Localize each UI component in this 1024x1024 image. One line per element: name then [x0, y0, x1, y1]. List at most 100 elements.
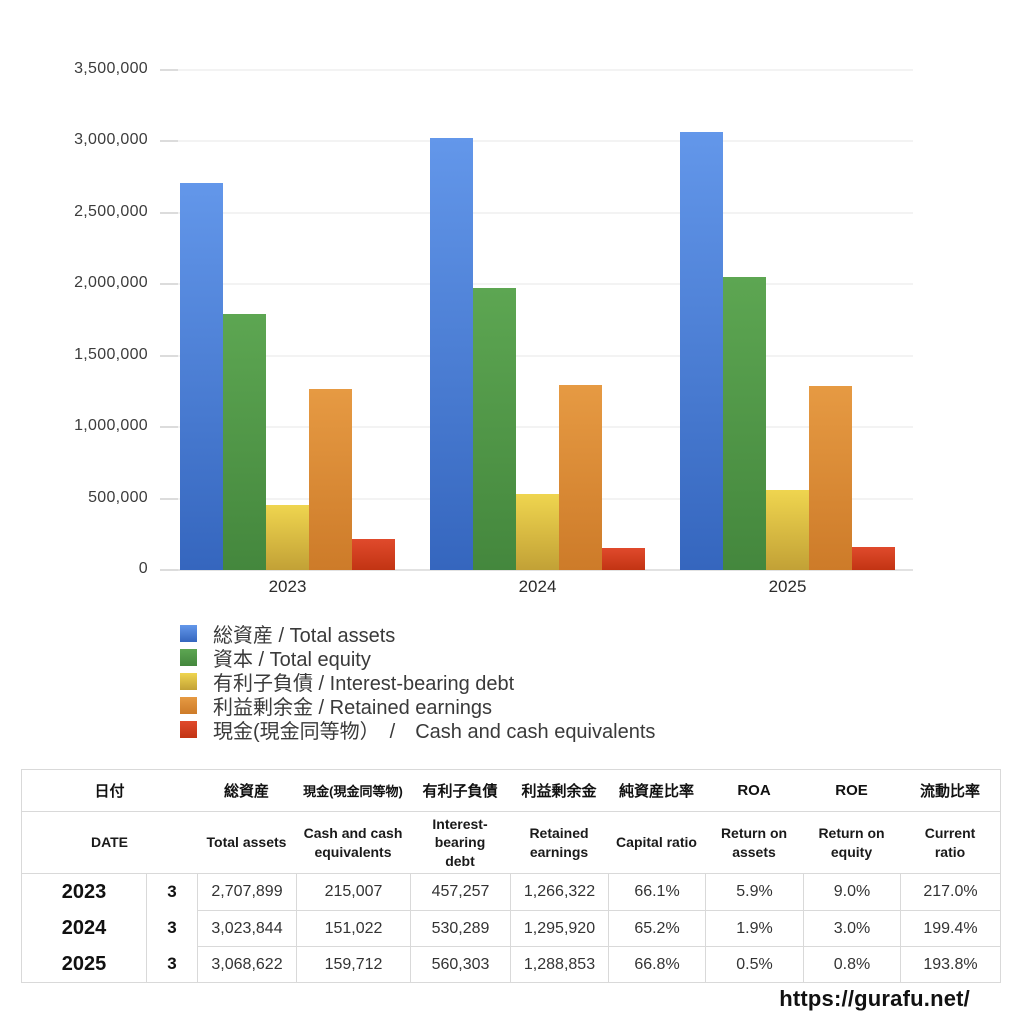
table-cell: 3,068,622 [197, 946, 296, 982]
table-cell: 1,288,853 [510, 946, 608, 982]
table-header-ja-1: 総資産 [197, 770, 296, 812]
gridline [160, 212, 913, 214]
table-header-ja-4: 利益剰余金 [510, 770, 608, 812]
table-cell: 530,289 [410, 910, 510, 946]
y-axis-tick [160, 426, 178, 428]
legend-swatch-icon [180, 648, 197, 666]
gridline [160, 355, 913, 357]
table-cell: 1.9% [705, 910, 803, 946]
table-header-en-1: Total assets [197, 812, 296, 874]
gridline [160, 569, 913, 571]
table-cell: 66.1% [608, 874, 705, 910]
y-axis-tick [160, 140, 178, 142]
x-axis-label-2024: 2024 [518, 577, 557, 596]
table-cell: 3 [146, 874, 197, 910]
bar-total-equity-2023 [223, 314, 266, 570]
table-cell: 159,712 [296, 946, 410, 982]
site-url-link[interactable]: https://gurafu.net/ [779, 986, 970, 1011]
table-cell: 2023 [61, 880, 107, 903]
y-axis-tick [160, 569, 178, 571]
table-header-en-2: Cash and cash equivalents [296, 812, 410, 874]
table-cell: 3.0% [803, 910, 900, 946]
legend-label: 総資産 / Total assets [213, 624, 396, 647]
legend-swatch-icon [180, 624, 197, 642]
bar-total-assets-2025 [680, 132, 723, 570]
table-cell: 66.8% [608, 946, 705, 982]
bar-cash-and-cash-equivalents-2024 [602, 548, 645, 570]
legend-item-total-equity: 資本 / Total equity [180, 645, 655, 671]
gridline [160, 426, 913, 428]
legend-item-cash-and-cash-equivalents: 現金(現金同等物） / Cash and cash equivalents [180, 717, 656, 743]
table-cell: 217.0% [900, 874, 1000, 910]
table-cell: 215,007 [296, 874, 410, 910]
table-cell: 0.5% [705, 946, 803, 982]
gridline [160, 69, 913, 71]
table-cell: 560,303 [410, 946, 510, 982]
y-axis-tick [160, 355, 178, 357]
x-axis-label-2023: 2023 [268, 577, 307, 596]
bar-retained-earnings-2024 [559, 385, 602, 570]
gridline [160, 140, 913, 142]
bar-interest-bearing-debt-2025 [766, 490, 809, 570]
legend-item-total-assets: 総資産 / Total assets [180, 621, 655, 647]
y-axis-tick [160, 212, 178, 214]
y-axis-tick [160, 69, 178, 71]
y-axis-tick-label: 0 [138, 560, 148, 577]
y-axis-tick-label: 3,000,000 [74, 131, 148, 148]
gridline [160, 283, 913, 285]
bar-interest-bearing-debt-2024 [516, 494, 559, 570]
bar-total-assets-2023 [180, 183, 223, 570]
table-cell: 151,022 [296, 910, 410, 946]
table-header-ja-7: ROE [803, 770, 900, 812]
x-axis-label-2025: 2025 [768, 577, 807, 596]
table-header-en-5: Capital ratio [608, 812, 705, 874]
table-header-ja-5: 純資産比率 [608, 770, 705, 812]
bar-retained-earnings-2023 [309, 389, 352, 570]
table-cell: 9.0% [803, 874, 900, 910]
legend-swatch-icon [180, 720, 197, 738]
table-cell: 0.8% [803, 946, 900, 982]
bar-chart: 0 500,000 1,000,000 1,500,000 2,000,000 2,500… [74, 60, 913, 596]
y-axis-tick-label: 3,500,000 [74, 60, 148, 77]
chart-legend: 総資産 / Total assets 資本 / Total equity 有利子負債… [180, 621, 656, 743]
y-axis-tick [160, 283, 178, 285]
table-cell: 65.2% [608, 910, 705, 946]
table-header-en-4: Retained earnings [510, 812, 608, 874]
y-axis-tick-label: 1,000,000 [74, 417, 148, 434]
table-header-en-7: Return on equity [803, 812, 900, 874]
table-cell: 3,023,844 [197, 910, 296, 946]
legend-label: 利益剰余金 / Retained earnings [213, 696, 493, 719]
bar-cash-and-cash-equivalents-2023 [352, 539, 395, 570]
table-cell: 193.8% [900, 946, 1000, 982]
table-header-ja-3: 有利子負債 [410, 770, 510, 812]
table-header-ja-8: 流動比率 [900, 770, 1000, 812]
bar-interest-bearing-debt-2023 [266, 505, 309, 570]
bar-total-assets-2024 [430, 138, 473, 570]
table-cell: 199.4% [900, 910, 1000, 946]
y-axis-tick [160, 498, 178, 500]
bar-cash-and-cash-equivalents-2025 [852, 547, 895, 570]
y-axis-tick-label: 2,500,000 [74, 203, 148, 220]
legend-label: 資本 / Total equity [213, 648, 371, 671]
table-cell: 1,295,920 [510, 910, 608, 946]
table-cell: 5.9% [705, 874, 803, 910]
table-cell: 2,707,899 [197, 874, 296, 910]
bar-total-equity-2024 [473, 288, 516, 570]
table-cell: 2024 [61, 916, 107, 939]
bar-total-equity-2025 [723, 277, 766, 570]
legend-label: 現金(現金同等物） / Cash and cash equivalents [213, 720, 656, 743]
table-cell: 3 [146, 946, 197, 982]
y-axis-tick-label: 500,000 [88, 489, 148, 506]
y-axis-tick-label: 1,500,000 [74, 346, 148, 363]
table-header-en-0: DATE [22, 812, 197, 874]
table-cell: 457,257 [410, 874, 510, 910]
table-header-en-6: Return on assets [705, 812, 803, 874]
table-header-ja-6: ROA [705, 770, 803, 812]
bar-retained-earnings-2025 [809, 386, 852, 570]
financial-table: 日付 総資産 現金(現金同等物) 有利子負債 利益剰余金 純資産比率 ROA ROE 流動比率 D… [21, 769, 1001, 983]
table-header-ja-2: 現金(現金同等物) [296, 770, 410, 812]
table-cell: 3 [146, 910, 197, 946]
table-header-ja-0: 日付 [22, 770, 197, 812]
table-cell: 1,266,322 [510, 874, 608, 910]
